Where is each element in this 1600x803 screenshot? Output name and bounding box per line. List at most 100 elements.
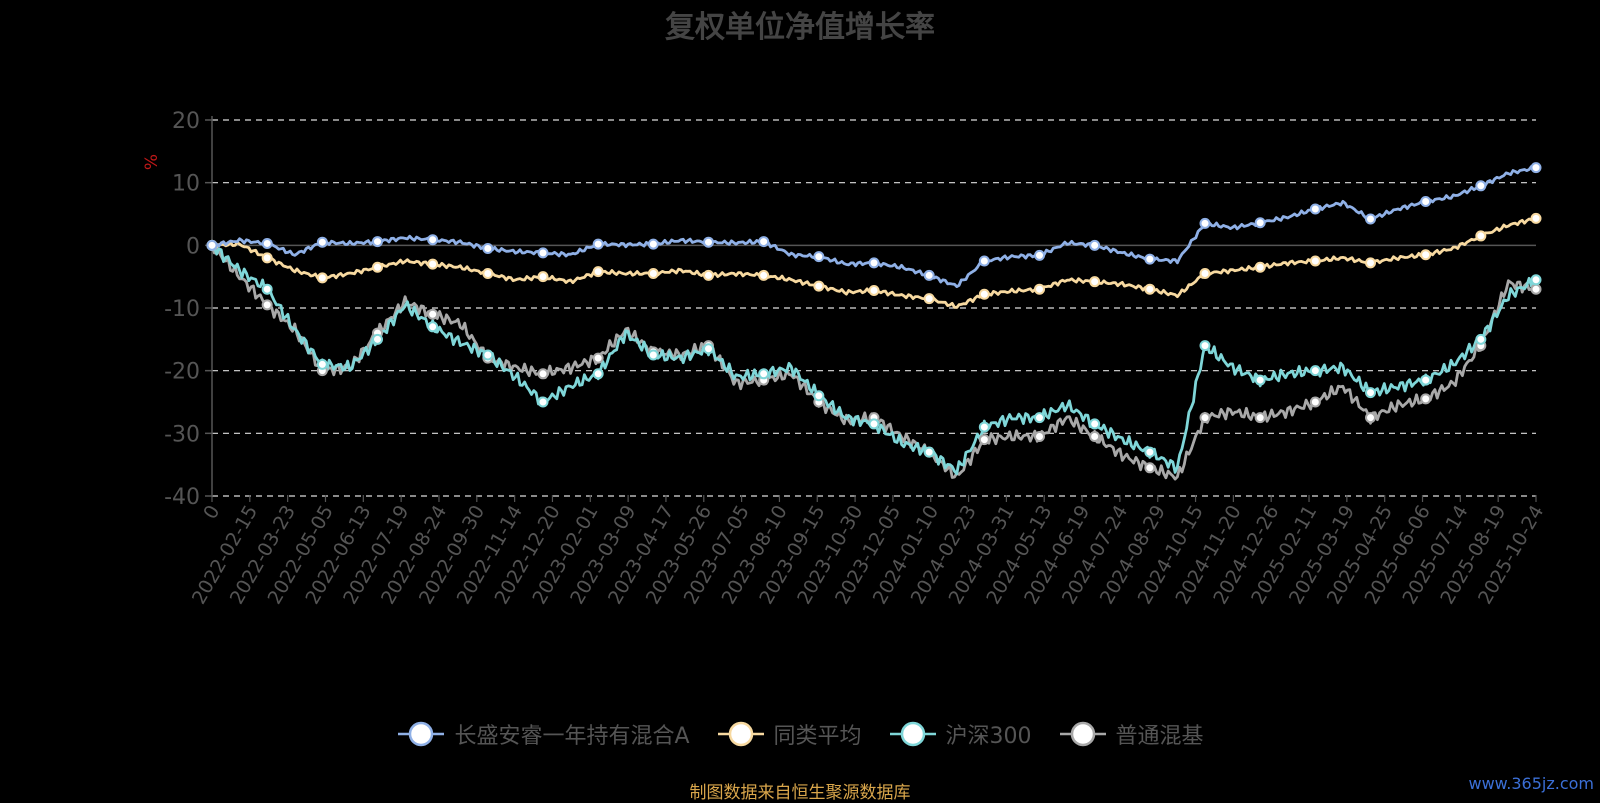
- x-axis: 02022-02-152022-03-232022-05-052022-06-1…: [188, 495, 1548, 608]
- y-tick-label: -10: [164, 297, 200, 322]
- series-point-0: [1034, 249, 1045, 261]
- series-point-1: [978, 288, 990, 300]
- series-point-2: [703, 343, 714, 355]
- y-tick-label: -30: [164, 422, 200, 447]
- legend-item[interactable]: 普通混基: [1058, 718, 1204, 750]
- series-point-2: [1530, 274, 1542, 286]
- series-point-0: [1089, 239, 1101, 251]
- series-point-1: [758, 269, 770, 281]
- legend-item[interactable]: 沪深300: [888, 718, 1032, 750]
- series-point-3: [1254, 412, 1266, 424]
- y-axis-label: %: [142, 154, 162, 170]
- series-point-1: [1309, 255, 1321, 267]
- series-point-1: [592, 266, 604, 278]
- grid-lines: [212, 119, 1536, 497]
- series-point-2: [1475, 333, 1487, 345]
- series-point-0: [372, 236, 383, 248]
- series-point-3: [1309, 396, 1321, 408]
- y-tick-label: 0: [186, 234, 200, 259]
- series-line-0: [211, 165, 1537, 289]
- series-point-0: [592, 238, 604, 250]
- legend-label: 沪深300: [945, 724, 1032, 749]
- y-tick-label: -40: [164, 485, 200, 510]
- series-point-0: [482, 242, 494, 254]
- series-point-2: [1254, 374, 1266, 386]
- series-point-3: [1420, 393, 1432, 405]
- series-point-0: [1254, 217, 1266, 229]
- legend: 长盛安睿一年持有混合A 同类平均 沪深300 普通混基: [0, 718, 1600, 750]
- series-point-1: [1199, 268, 1211, 280]
- series-point-2: [868, 418, 880, 430]
- series-point-0: [1475, 180, 1487, 192]
- series-point-1: [372, 261, 383, 273]
- series-point-3: [1365, 412, 1376, 424]
- series-point-1: [1420, 249, 1432, 261]
- legend-swatch-icon: [1059, 721, 1106, 747]
- series-point-0: [703, 236, 714, 248]
- series-point-3: [1089, 430, 1101, 442]
- series-point-0: [868, 257, 880, 269]
- series-point-2: [978, 421, 990, 433]
- series-point-0: [813, 251, 825, 263]
- series-point-2: [1365, 387, 1376, 399]
- series-point-1: [261, 252, 273, 264]
- series-point-2: [1034, 412, 1045, 424]
- legend-label: 普通混基: [1115, 724, 1204, 749]
- series-point-1: [482, 268, 494, 280]
- legend-swatch-icon: [889, 721, 936, 747]
- legend-item[interactable]: 长盛安睿一年持有混合A: [396, 718, 690, 750]
- legend-label: 长盛安睿一年持有混合A: [454, 724, 690, 749]
- series-point-0: [261, 237, 273, 249]
- series-point-0: [316, 236, 328, 248]
- series-point-0: [427, 234, 439, 246]
- series-point-3: [427, 308, 439, 320]
- legend-label: 同类平均: [773, 724, 862, 749]
- series-point-2: [427, 321, 439, 333]
- series-point-1: [1144, 283, 1156, 295]
- y-tick-label: 10: [172, 172, 200, 197]
- series-point-0: [758, 236, 770, 248]
- series-point-1: [703, 269, 714, 281]
- series-point-2: [482, 349, 494, 361]
- series-point-0: [1199, 217, 1211, 229]
- legend-item[interactable]: 同类平均: [716, 718, 862, 750]
- series-point-2: [592, 368, 604, 380]
- series-point-2: [1089, 418, 1101, 430]
- series-point-2: [758, 368, 770, 380]
- series-point-1: [1365, 257, 1376, 269]
- data-source-note: 制图数据来自恒生聚源数据库: [689, 783, 911, 803]
- y-axis: 20 10 0 -10 -20 -30 -40: [164, 109, 213, 510]
- series-point-1: [316, 272, 328, 284]
- series-point-2: [537, 396, 549, 408]
- series-point-3: [1530, 283, 1542, 295]
- series-point-1: [1254, 261, 1266, 273]
- series-point-0: [647, 238, 659, 250]
- series-point-3: [978, 434, 990, 446]
- series-point-3: [537, 368, 549, 380]
- series-point-1: [923, 293, 935, 305]
- series-point-2: [647, 349, 659, 361]
- series-point-1: [647, 268, 659, 280]
- series-point-2: [923, 446, 935, 458]
- series-point-3: [1144, 462, 1156, 474]
- series-point-0: [1420, 195, 1432, 207]
- series-point-1: [868, 284, 880, 296]
- series-line-2: [211, 244, 1538, 476]
- series-lines: [210, 165, 1538, 481]
- series-line-3: [210, 244, 1537, 481]
- line-chart: 20 10 0 -10 -20 -30 -40 % 02022-02-152022-03-2…: [142, 109, 1548, 608]
- watermark: www.365jz.com: [1468, 774, 1594, 793]
- series-point-2: [1144, 446, 1156, 458]
- series-point-1: [1475, 230, 1487, 242]
- series-point-0: [537, 247, 549, 259]
- series-point-0: [1365, 213, 1376, 225]
- y-tick-label: -20: [164, 360, 200, 385]
- series-point-3: [592, 352, 604, 364]
- series-point-1: [813, 280, 825, 292]
- series-point-0: [1144, 253, 1156, 265]
- legend-swatch-icon: [398, 721, 445, 747]
- series-point-0: [923, 269, 935, 281]
- series-point-0: [1309, 203, 1321, 215]
- chart-title: 复权单位净值增长率: [665, 10, 935, 45]
- series-point-2: [1309, 365, 1321, 377]
